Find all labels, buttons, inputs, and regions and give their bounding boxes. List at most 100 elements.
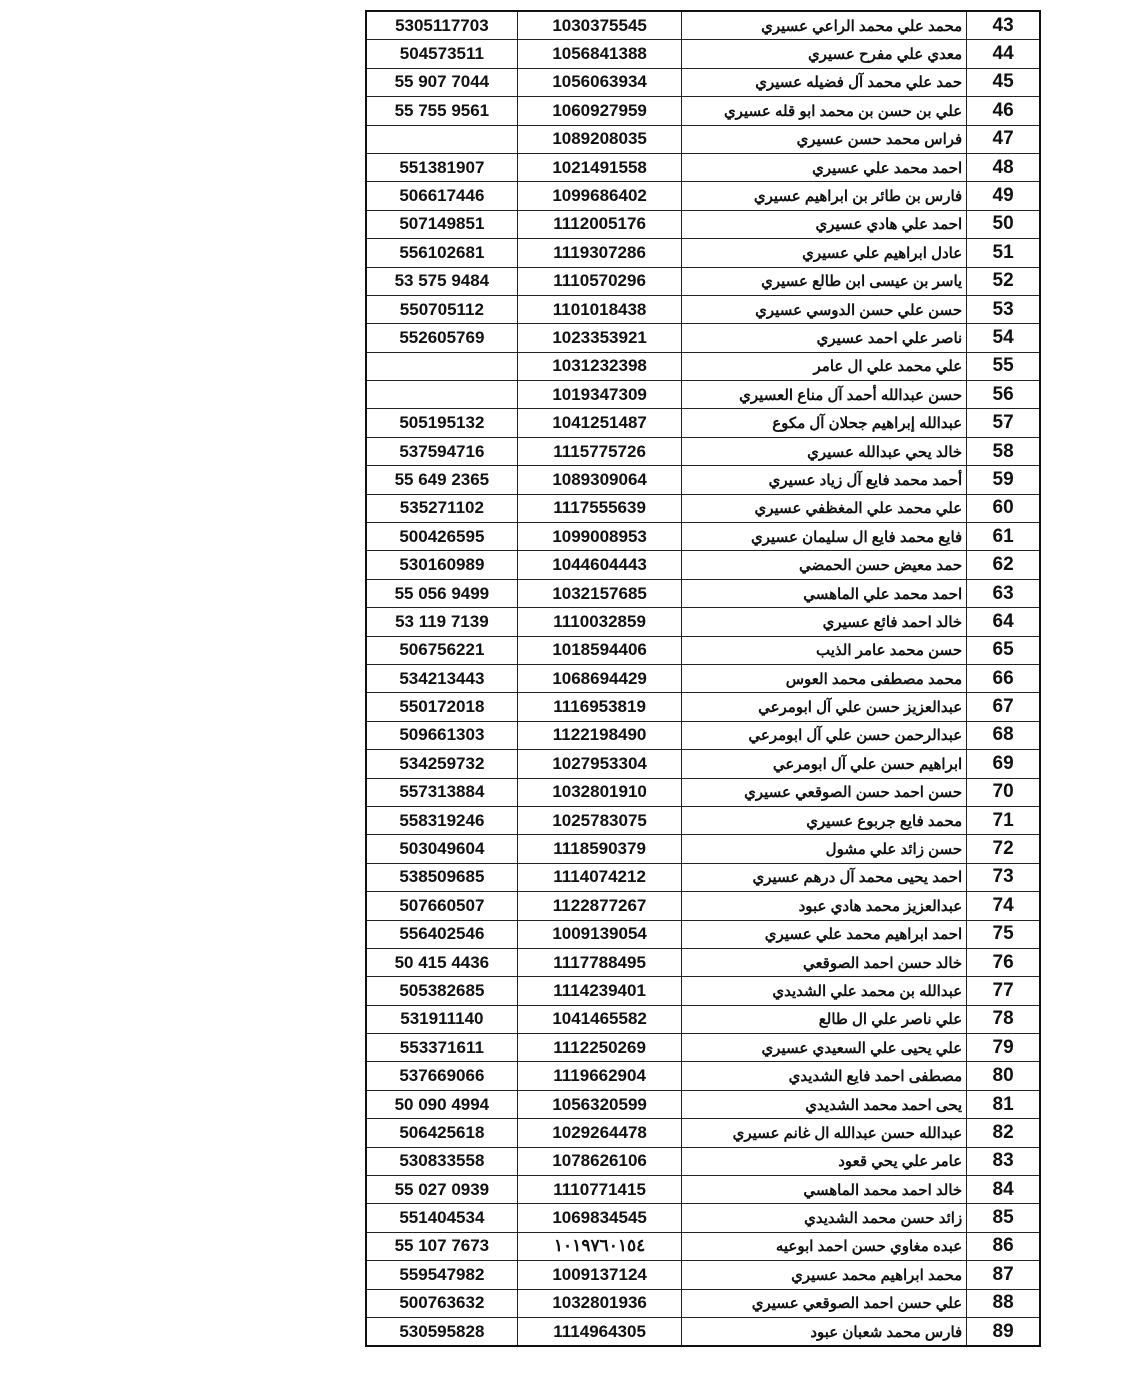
row-number-cell: 72 (966, 834, 1041, 864)
row-number-cell: 74 (966, 891, 1041, 921)
id-number-cell: 1031232398 (516, 351, 683, 382)
name-cell: عبدالعزيز حسن علي آل ابومرعي (681, 692, 968, 722)
table-row: 55 027 0939 1110771415 خالد احمد محمد الما… (365, 1175, 1041, 1205)
id-number-cell: 1110570296 (516, 266, 683, 296)
row-number-cell: 57 (966, 408, 1041, 438)
table-row: 55 907 7044 1056063934 حمد علي محمد آل فضي… (365, 67, 1041, 98)
row-number-cell: 50 (966, 209, 1041, 240)
row-number-cell: 66 (966, 663, 1041, 694)
table-row: 50 415 4436 1117788495 خالد حسن احمد الصوق… (365, 947, 1041, 978)
row-number-cell: 68 (966, 720, 1041, 751)
name-cell: معدي علي مفرح عسيري (681, 39, 968, 69)
phone-cell: 507149851 (365, 209, 518, 240)
name-cell: فايع محمد فايع ال سليمان عسيري (681, 522, 968, 552)
row-number-cell: 52 (966, 266, 1041, 296)
name-cell: احمد ابراهيم محمد علي عسيري (681, 919, 968, 949)
row-number-cell: 59 (966, 465, 1041, 495)
table-row: 556102681 1119307286 عادل ابراهيم علي عسير… (365, 238, 1041, 268)
phone-cell: 506756221 (365, 635, 518, 665)
row-number-cell: 76 (966, 947, 1041, 978)
row-number-cell: 65 (966, 635, 1041, 665)
table-row: 504573511 1056841388 معدي علي مفرح عسيري 44 (365, 39, 1041, 69)
records-table: 5305117703 1030375545 محمد علي محمد الراعي… (365, 10, 1041, 1348)
row-number-cell: 79 (966, 1033, 1041, 1063)
name-cell: عبده مغاوي حسن احمد ابوعيه (681, 1231, 968, 1262)
row-number-cell: 73 (966, 862, 1041, 893)
phone-cell: 552605769 (365, 323, 518, 353)
name-cell: خالد احمد محمد الماهسي (681, 1175, 968, 1205)
table-row: 55 649 2365 1089309064 أحمد محمد فايع آل ز… (365, 465, 1041, 495)
name-cell: ابراهيم حسن علي آل ابومرعي (681, 749, 968, 779)
row-number-cell: 55 (966, 351, 1041, 382)
id-number-cell: 1116953819 (516, 692, 683, 722)
table-row: 552605769 1023353921 ناصر علي احمد عسيري 54 (365, 323, 1041, 353)
table-row: 1089208035 فراس محمد حسن عسيري 47 (365, 124, 1041, 154)
row-number-cell: 48 (966, 152, 1041, 183)
id-number-cell: 1069834545 (516, 1203, 683, 1233)
name-cell: عادل ابراهيم علي عسيري (681, 238, 968, 268)
name-cell: يحى احمد محمد الشديدي (681, 1089, 968, 1120)
name-cell: حسن عبدالله أحمد آل مناع العسيري (681, 380, 968, 410)
table-row: 509661303 1122198490 عبدالرحمن حسن علي آل … (365, 720, 1041, 751)
name-cell: خالد احمد فائع عسيري (681, 607, 968, 637)
id-number-cell: 1056063934 (516, 67, 683, 98)
id-number-cell: 1044604443 (516, 550, 683, 580)
row-number-cell: 53 (966, 294, 1041, 325)
name-cell: مصطفى احمد فايع الشديدي (681, 1061, 968, 1091)
name-cell: علي محمد علي ال عامر (681, 351, 968, 382)
row-number-cell: 46 (966, 96, 1041, 126)
phone-cell: 505382685 (365, 976, 518, 1006)
phone-cell: 55 649 2365 (365, 465, 518, 495)
id-number-cell: 1027953304 (516, 749, 683, 779)
id-number-cell: 1056841388 (516, 39, 683, 69)
phone-cell: 530833558 (365, 1146, 518, 1177)
row-number-cell: 61 (966, 522, 1041, 552)
id-number-cell: 1114239401 (516, 976, 683, 1006)
table-row: 1031232398 علي محمد علي ال عامر 55 (365, 351, 1041, 382)
row-number-cell: 86 (966, 1231, 1041, 1262)
id-number-cell: 1117555639 (516, 493, 683, 524)
id-number-cell: 1056320599 (516, 1089, 683, 1120)
phone-cell: 500763632 (365, 1288, 518, 1318)
name-cell: محمد مصطفى محمد العوس (681, 663, 968, 694)
table-row: 557313884 1032801910 حسن احمد حسن الصوقعي … (365, 777, 1041, 807)
id-number-cell: 1122877267 (516, 891, 683, 921)
row-number-cell: 75 (966, 919, 1041, 949)
phone-cell: 553371611 (365, 1033, 518, 1063)
name-cell: حسن احمد حسن الصوقعي عسيري (681, 777, 968, 807)
name-cell: احمد علي هادي عسيري (681, 209, 968, 240)
name-cell: عبدالله إبراهيم جحلان آل مكوع (681, 408, 968, 438)
phone-cell: 55 907 7044 (365, 67, 518, 98)
row-number-cell: 60 (966, 493, 1041, 524)
table-row: 507660507 1122877267 عبدالعزيز محمد هادي ع… (365, 891, 1041, 921)
phone-cell: 534213443 (365, 663, 518, 694)
id-number-cell: 1041251487 (516, 408, 683, 438)
phone-cell: 5305117703 (365, 10, 518, 41)
table-row: 535271102 1117555639 علي محمد علي المغظفي … (365, 493, 1041, 524)
row-number-cell: 49 (966, 181, 1041, 211)
id-number-cell: 1110032859 (516, 607, 683, 637)
id-number-cell: 1089309064 (516, 465, 683, 495)
name-cell: احمد محمد علي الماهسي (681, 578, 968, 609)
phone-cell: 538509685 (365, 862, 518, 893)
table-row: 530160989 1044604443 حمد معيض حسن الحمضي 62 (365, 550, 1041, 580)
name-cell: حمد علي محمد آل فضيله عسيري (681, 67, 968, 98)
phone-cell: 556402546 (365, 919, 518, 949)
phone-cell: 559547982 (365, 1260, 518, 1290)
table-row: 538509685 1114074212 احمد يحيى محمد آل دره… (365, 862, 1041, 893)
table-row: 550172018 1116953819 عبدالعزيز حسن علي آل … (365, 692, 1041, 722)
records-table-body: 5305117703 1030375545 محمد علي محمد الراعي… (365, 10, 1041, 1347)
name-cell: عبدالعزيز محمد هادي عبود (681, 891, 968, 921)
id-number-cell: 1122198490 (516, 720, 683, 751)
name-cell: حسن علي حسن الدوسي عسيري (681, 294, 968, 325)
name-cell: حسن محمد عامر الذيب (681, 635, 968, 665)
phone-cell: 507660507 (365, 891, 518, 921)
row-number-cell: 69 (966, 749, 1041, 779)
row-number-cell: 43 (966, 10, 1041, 41)
id-number-cell: 1114964305 (516, 1316, 683, 1347)
id-number-cell: 1112250269 (516, 1033, 683, 1063)
row-number-cell: 70 (966, 777, 1041, 807)
table-row: 50 090 4994 1056320599 يحى احمد محمد الشدي… (365, 1089, 1041, 1120)
row-number-cell: 85 (966, 1203, 1041, 1233)
row-number-cell: 71 (966, 805, 1041, 836)
